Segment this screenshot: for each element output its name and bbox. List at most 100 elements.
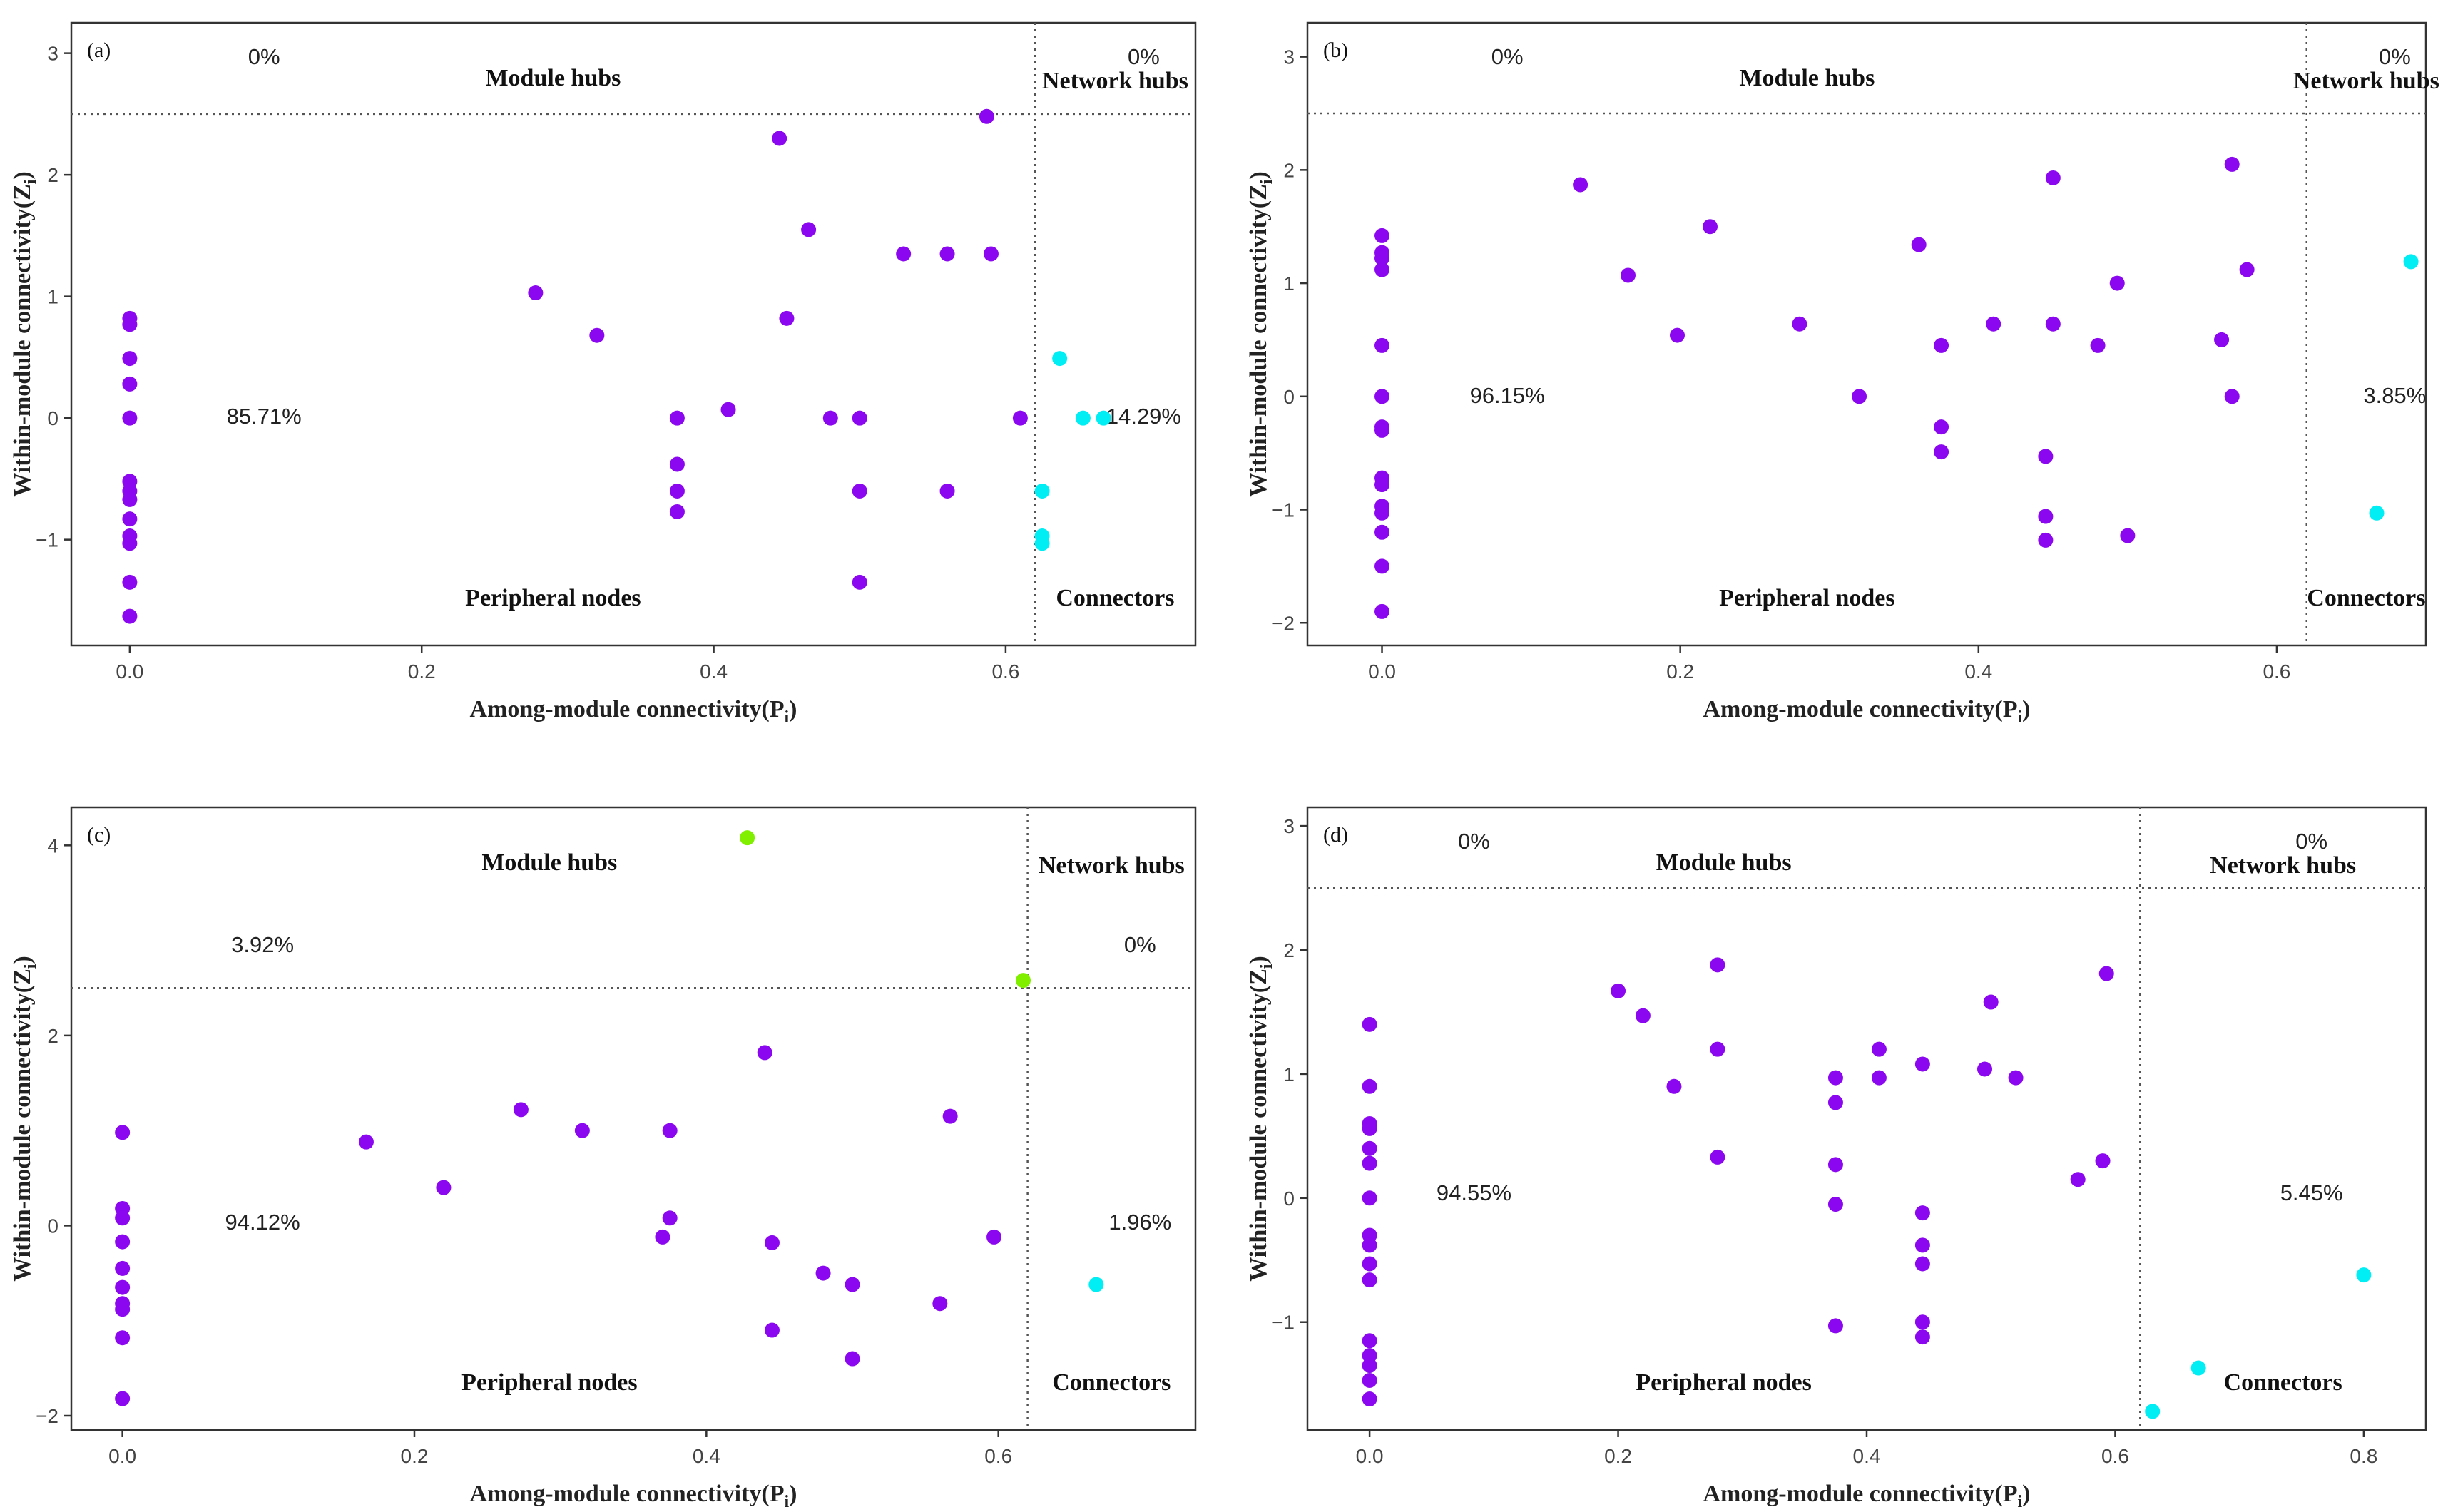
scatter-plot-b: 0.0 0.2 0.4 0.6 −2 −1 0 1 2 3 Among-module connect… [1245,21,2439,727]
peripheral-point [822,410,838,426]
peripheral-point [589,327,605,343]
peripheral-point [1362,1140,1377,1156]
connectors-percent: 3.85% [2363,383,2426,408]
peripheral-point [1362,1190,1377,1206]
y-tick-label: 3 [1283,46,1295,68]
peripheral-point [358,1134,374,1150]
x-tick-label: 0.4 [1853,1445,1881,1467]
peripheral-point [779,310,795,326]
network-hubs-percent: 0% [2295,829,2327,854]
peripheral-point [1611,983,1626,998]
connector-point [1088,1277,1104,1292]
peripheral-point [1934,419,1949,435]
peripheral-point [772,131,787,146]
connectors-label: Connectors [2224,1369,2342,1396]
peripheral-point [115,1260,131,1276]
peripheral-point [1852,389,1867,404]
peripheral-point [115,1302,131,1317]
peripheral-point [2090,337,2106,353]
peripheral-point [1914,1314,1930,1330]
x-tick-label: 0.0 [116,660,143,683]
peripheral-point [2224,389,2240,404]
scatter-panel-b: 0.0 0.2 0.4 0.6 −2 −1 0 1 2 3 Among-module connect… [1236,0,2443,727]
y-tick-label: 0 [47,1215,58,1237]
peripheral-point [1362,1358,1377,1374]
peripheral-point [1710,1149,1725,1165]
peripheral-point [1362,1237,1377,1253]
peripheral-point [1827,1196,1843,1212]
connector-point [1034,536,1050,551]
peripheral-point [2038,509,2054,524]
y-tick-label: −1 [1272,1312,1295,1334]
peripheral-point [1374,603,1390,619]
module-hubs-percent: 3.92% [231,932,294,957]
peripheral-point [1374,228,1390,243]
peripheral-point [1635,1008,1651,1023]
connectors-percent: 1.96% [1108,1210,1171,1235]
peripheral-point [122,536,138,551]
x-tick-label: 0.0 [1368,660,1396,683]
y-tick-label: −1 [36,529,58,551]
y-tick-label: 2 [1283,939,1295,961]
x-tick-label: 0.0 [108,1445,136,1467]
x-tick-label: 0.4 [693,1445,720,1467]
connector-point [1075,410,1091,426]
peripheral-point [1914,1329,1930,1345]
peripheral-point [1934,444,1949,460]
peripheral-point [1934,337,1949,353]
peripheral-point [2239,262,2255,277]
peripheral-point [1669,327,1685,343]
network-hubs-label: Network hubs [1042,68,1188,94]
module-hub-point [1015,973,1031,989]
peripheral-point [1374,389,1390,404]
x-tick-label: 0.6 [991,660,1019,683]
peripheral-point [2214,332,2230,347]
x-axis-title: Among-module connectivity(Pi) [1703,1481,2030,1511]
scatter-plot-a: 0.0 0.2 0.4 0.6 −1 0 1 2 3 Among-module connectiv… [9,21,1197,727]
connectors-percent: 5.45% [2280,1180,2343,1205]
peripheral-point [1362,1256,1377,1272]
peripheral-point [1374,422,1390,438]
y-tick-label: 3 [47,43,58,65]
peripheral-point [1977,1061,1993,1077]
peripheral-point [115,1234,131,1250]
peripheral-point [1710,1041,1725,1057]
x-tick-label: 0.4 [700,660,728,683]
y-tick-label: 0 [1283,1187,1295,1210]
peripheral-point [1827,1318,1843,1334]
connector-point [2369,505,2385,521]
y-tick-label: 1 [1283,272,1295,295]
peripheral-point [1374,337,1390,353]
plot-frame [70,806,1197,1431]
peripheral-nodes-label: Peripheral nodes [1636,1369,1811,1396]
peripheral-percent: 94.55% [1437,1180,1511,1205]
network-hubs-label: Network hubs [2210,852,2356,879]
connector-point [1052,351,1068,367]
peripheral-point [1710,957,1725,973]
peripheral-point [845,1277,860,1292]
y-axis-title: Within-module connectivity(Zi) [9,956,40,1282]
peripheral-point [939,483,955,499]
peripheral-point [2070,1172,2086,1187]
peripheral-point [122,491,138,507]
x-axis-title: Among-module connectivity(Pi) [1703,696,2030,727]
y-tick-label: −2 [36,1405,58,1427]
peripheral-point [1871,1070,1887,1086]
peripheral-point [1362,1391,1377,1407]
peripheral-point [1827,1070,1843,1086]
x-tick-label: 0.4 [1964,660,1992,683]
scatter-panel-d: 0.0 0.2 0.4 0.6 0.8 −1 0 1 2 3 Among-module connec… [1236,785,2443,1512]
scatter-plot-d: 0.0 0.2 0.4 0.6 0.8 −1 0 1 2 3 Among-module connec… [1245,806,2427,1511]
x-tick-label: 0.6 [2101,1445,2129,1467]
peripheral-point [115,1279,131,1295]
connector-point [2145,1404,2161,1419]
peripheral-point [2038,532,2054,548]
module-hubs-label: Module hubs [481,849,617,876]
peripheral-point [122,608,138,624]
peripheral-point [939,246,955,262]
network-hubs-percent: 0% [2379,44,2411,69]
x-tick-label: 0.8 [2350,1445,2377,1467]
peripheral-nodes-label: Peripheral nodes [461,1369,637,1396]
x-axis-title: Among-module connectivity(Pi) [469,696,797,727]
peripheral-point [801,222,817,237]
